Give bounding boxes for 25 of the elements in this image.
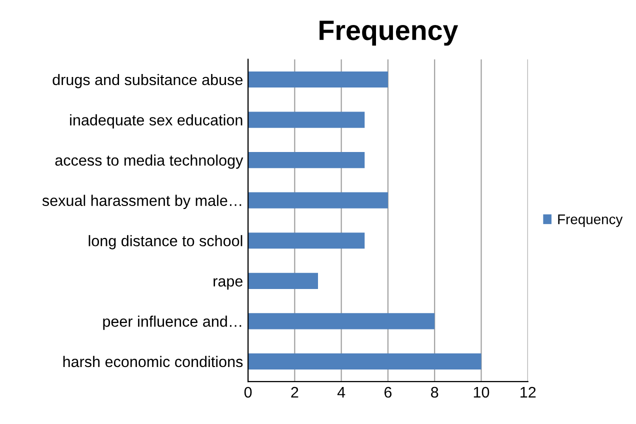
bar <box>248 232 365 249</box>
y-tick-label: access to media technology <box>55 154 244 169</box>
y-tick-label: sexual harassment by male… <box>42 194 242 210</box>
y-tick-label: harsh economic conditions <box>63 356 243 368</box>
x-tick-label: 12 <box>520 386 536 398</box>
bar <box>248 192 388 208</box>
x-tick-label: 0 <box>244 386 252 398</box>
bar <box>248 152 365 168</box>
y-tick-label: peer influence and… <box>103 316 242 330</box>
x-tick-label: 6 <box>384 386 392 398</box>
x-tick-label: 8 <box>431 386 438 398</box>
y-tick-label: long distance to school <box>88 235 242 250</box>
x-tick-label: 10 <box>474 386 490 398</box>
legend-label: Frequency <box>558 214 623 227</box>
y-tick-label: inadequate sex education <box>70 114 242 128</box>
bar <box>248 313 435 330</box>
x-tick-label: 2 <box>291 386 298 398</box>
y-tick-label: drugs and subsitance abuse <box>52 74 243 88</box>
bar <box>248 353 482 370</box>
y-tick-label: rape <box>214 278 243 290</box>
chart-title: Frequency <box>320 20 458 46</box>
x-tick-label: 4 <box>337 387 346 398</box>
bar <box>248 272 318 289</box>
bar <box>248 71 388 88</box>
bar <box>248 112 365 128</box>
